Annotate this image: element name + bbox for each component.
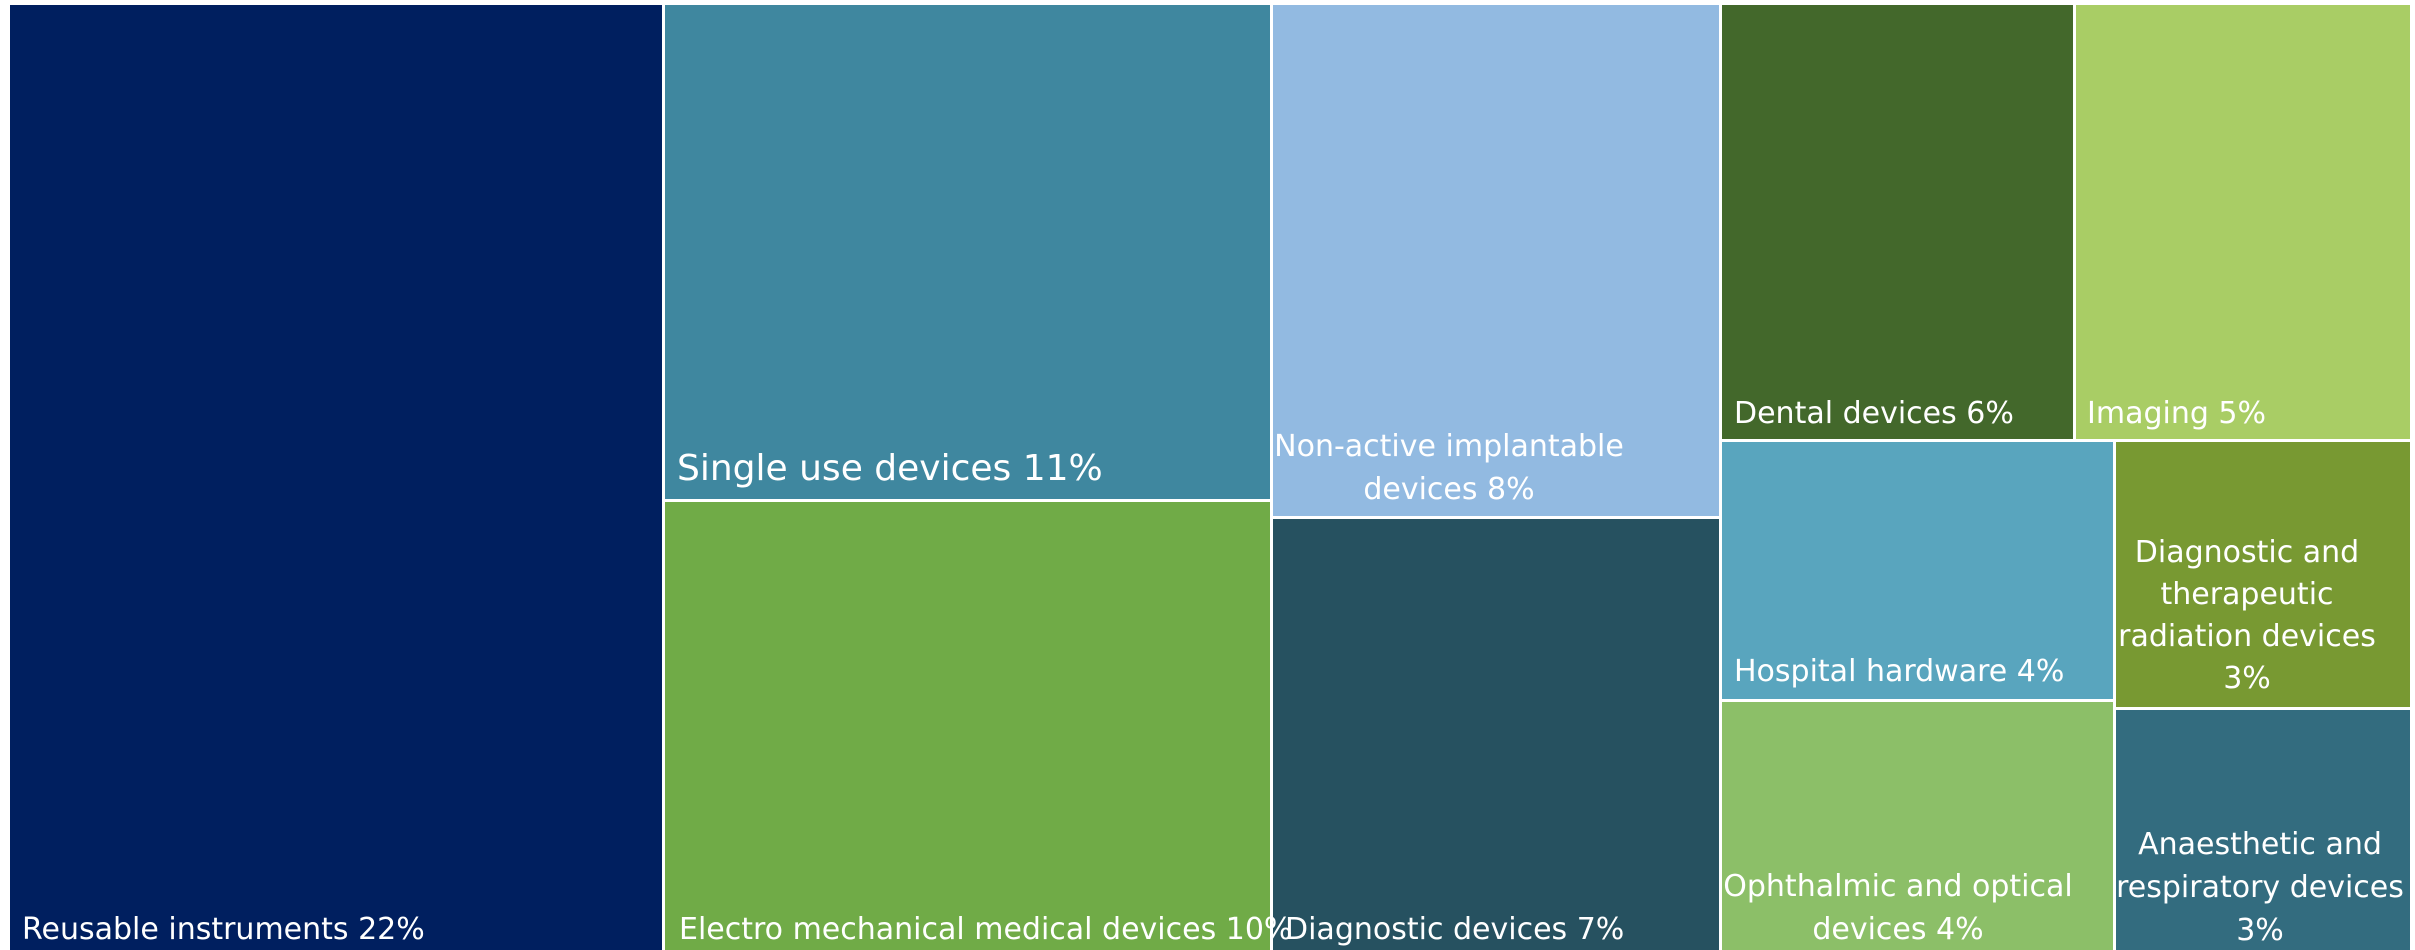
treemap-tile — [1722, 5, 2073, 439]
treemap-tile — [2076, 5, 2410, 439]
treemap-tile-label: Single use devices 11% — [677, 448, 1103, 489]
treemap-tile-label: Non-active implantable devices 8% — [1274, 429, 1624, 507]
treemap-tile-label: Reusable instruments 22% — [22, 912, 425, 947]
treemap-tile-label: Hospital hardware 4% — [1734, 654, 2064, 689]
treemap-tile — [1722, 442, 2113, 699]
treemap-tile — [665, 502, 1270, 950]
treemap-tile-label: Imaging 5% — [2087, 396, 2266, 431]
treemap-tile-label: Anaesthetic and respiratory devices 3% — [2116, 827, 2404, 948]
treemap-tile-label: Dental devices 6% — [1734, 396, 2014, 431]
treemap-tile-label: Diagnostic and therapeutic radiation devic… — [2118, 535, 2376, 696]
treemap-tile — [2116, 710, 2410, 950]
treemap-tiles — [10, 5, 2410, 950]
treemap-tile-label: Ophthalmic and optical devices 4% — [1723, 869, 2072, 947]
treemap-tile — [10, 5, 662, 950]
treemap-tile — [665, 5, 1270, 499]
treemap-labels: Reusable instruments 22% Single use devic… — [22, 396, 2404, 948]
treemap-tile-label: Electro mechanical medical devices 10% — [679, 912, 1292, 947]
treemap-tile — [1722, 702, 2113, 950]
treemap-tile — [2116, 442, 2410, 707]
treemap-tile — [1273, 5, 1719, 516]
treemap-tile — [1273, 519, 1719, 950]
treemap-tile-label: Diagnostic devices 7% — [1285, 912, 1624, 947]
